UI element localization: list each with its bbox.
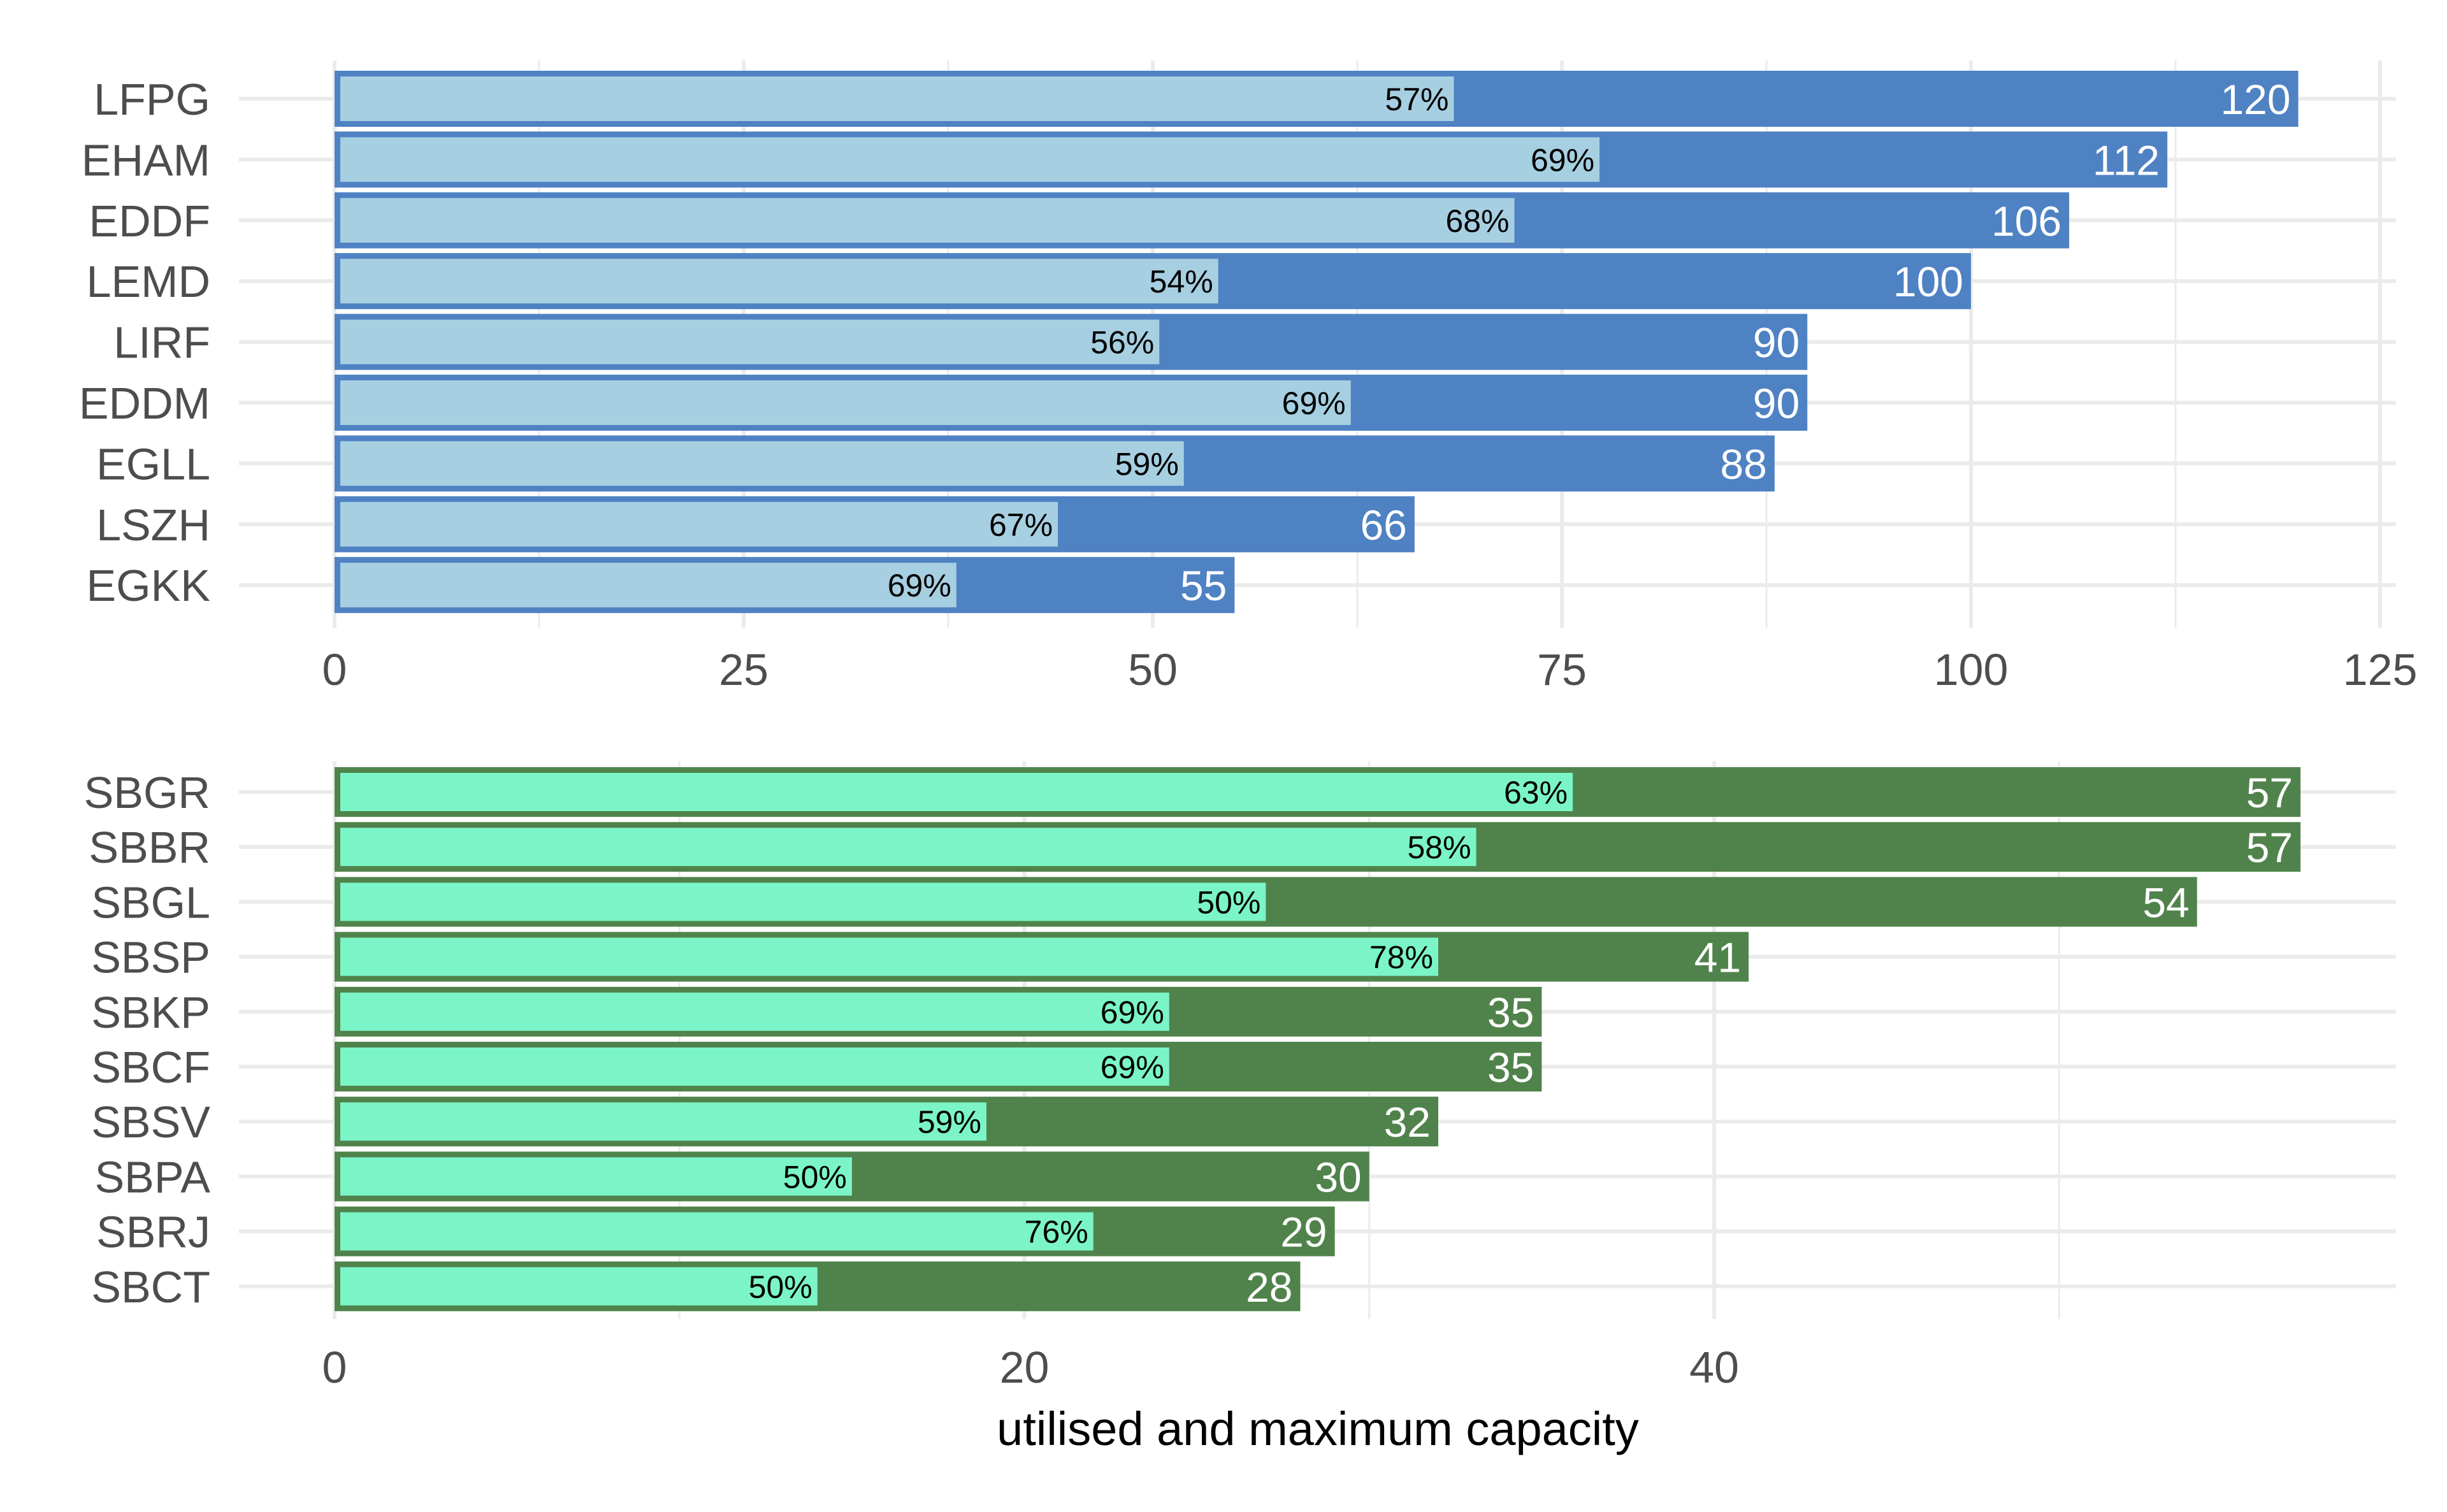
y-tick-label: LEMD: [87, 257, 210, 306]
value-label: 90: [1753, 319, 1800, 366]
value-label: 28: [1246, 1264, 1292, 1311]
x-tick-label: 125: [2343, 645, 2418, 695]
y-tick-label: SBKP: [91, 988, 210, 1037]
value-label: 57: [2246, 824, 2293, 871]
value-label: 32: [1384, 1098, 1431, 1146]
value-label: 112: [2093, 136, 2160, 184]
bar-utilised-sbgl: [340, 882, 1266, 921]
x-tick-label: 20: [1000, 1343, 1050, 1392]
percent-label: 56%: [1090, 325, 1154, 361]
percent-label: 50%: [783, 1159, 847, 1195]
bar-utilised-lemd: [340, 259, 1218, 304]
percent-label: 69%: [1531, 142, 1594, 178]
y-tick-label: EDDF: [89, 196, 210, 246]
x-tick-label: 50: [1128, 645, 1178, 695]
bar-utilised-sbpa: [340, 1157, 852, 1196]
percent-label: 69%: [888, 568, 951, 603]
bar-utilised-egkk: [340, 563, 956, 608]
percent-label: 50%: [749, 1269, 812, 1305]
percent-label: 68%: [1445, 203, 1509, 239]
bar-utilised-egll: [340, 441, 1184, 486]
x-tick-label: 40: [1689, 1343, 1739, 1392]
percent-label: 76%: [1025, 1214, 1088, 1250]
value-label: 88: [1720, 440, 1766, 487]
value-label: 120: [2220, 76, 2290, 123]
bar-utilised-sbsp: [340, 937, 1438, 976]
y-tick-label: EGLL: [96, 439, 210, 489]
y-tick-label: EHAM: [82, 135, 210, 185]
bar-utilised-sbsv: [340, 1102, 986, 1141]
percent-label: 57%: [1385, 82, 1448, 117]
y-tick-label: SBCT: [91, 1262, 210, 1312]
value-label: 66: [1360, 501, 1406, 549]
bar-utilised-sbct: [340, 1267, 818, 1306]
value-label: 100: [1893, 258, 1963, 305]
bar-utilised-eddm: [340, 380, 1351, 425]
x-tick-label: 75: [1537, 645, 1587, 695]
y-tick-label: SBCF: [91, 1042, 210, 1092]
y-tick-label: LSZH: [96, 500, 210, 550]
bar-utilised-lirf: [340, 319, 1160, 364]
x-tick-label: 0: [322, 1343, 347, 1392]
bar-utilised-sbbr: [340, 828, 1476, 867]
y-tick-label: SBPA: [94, 1152, 210, 1202]
bar-utilised-eddf: [340, 198, 1515, 243]
value-label: 35: [1487, 1044, 1534, 1091]
y-tick-label: SBBR: [89, 823, 210, 872]
bar-utilised-sbgr: [340, 773, 1573, 811]
value-label: 55: [1180, 562, 1227, 609]
percent-label: 67%: [989, 507, 1053, 543]
bar-utilised-sbkp: [340, 992, 1169, 1031]
percent-label: 69%: [1101, 995, 1164, 1030]
bar-utilised-eham: [340, 137, 1600, 182]
y-tick-label: SBSP: [91, 933, 210, 983]
panel-brazil: 63% 57 SBGR 58% 57 SBBR 50% 54 SBGL 78% 41 SBSP 69% 3…: [84, 761, 2396, 1392]
panel-europe: 57% 120 LFPG 69% 112 EHAM 68% 106 EDDF 54% 100 LEMD…: [79, 61, 2418, 695]
percent-label: 63%: [1504, 775, 1568, 810]
bar-utilised-lszh: [340, 501, 1058, 547]
percent-label: 59%: [1115, 446, 1179, 482]
bar-utilised-lfpg: [340, 76, 1454, 121]
percent-label: 58%: [1407, 830, 1471, 865]
value-label: 90: [1753, 380, 1800, 427]
value-label: 35: [1487, 989, 1534, 1036]
y-tick-label: SBRJ: [96, 1207, 210, 1257]
y-tick-label: EGKK: [86, 561, 210, 610]
x-tick-label: 0: [322, 645, 347, 695]
x-tick-label: 100: [1934, 645, 2009, 695]
y-tick-label: SBSV: [91, 1097, 210, 1147]
y-tick-label: SBGR: [84, 768, 210, 817]
percent-label: 54%: [1150, 264, 1213, 299]
value-label: 41: [1694, 934, 1741, 981]
y-tick-label: EDDM: [79, 378, 210, 428]
percent-label: 50%: [1197, 884, 1260, 920]
percent-label: 59%: [918, 1104, 981, 1140]
value-label: 57: [2246, 769, 2293, 816]
value-label: 54: [2142, 879, 2189, 926]
value-label: 29: [1280, 1209, 1327, 1256]
value-label: 30: [1315, 1153, 1361, 1200]
x-axis-label: utilised and maximum capacity: [997, 1402, 1639, 1455]
percent-label: 69%: [1282, 385, 1346, 421]
y-tick-label: LFPG: [94, 75, 210, 124]
x-tick-label: 25: [719, 645, 769, 695]
y-tick-label: SBGL: [91, 877, 210, 927]
bar-utilised-sbrj: [340, 1212, 1094, 1251]
percent-label: 69%: [1101, 1049, 1164, 1085]
bar-utilised-sbcf: [340, 1048, 1169, 1086]
value-label: 106: [1991, 198, 2061, 245]
y-tick-label: LIRF: [113, 318, 210, 368]
percent-label: 78%: [1369, 940, 1433, 976]
